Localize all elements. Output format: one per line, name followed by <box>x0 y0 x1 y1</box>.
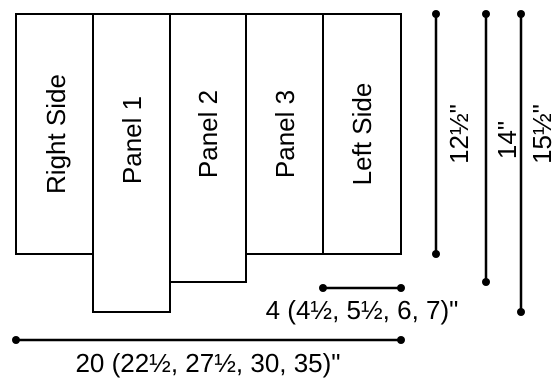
panel-2-label: Panel 2 <box>193 90 223 178</box>
dimension-height-tall: 15½" <box>517 10 554 316</box>
panel-3-label: Panel 3 <box>270 90 300 178</box>
dimension-height-mid-label: 14" <box>492 121 522 159</box>
dimension-total-width-label: 20 (22½, 27½, 30, 35)" <box>75 348 340 378</box>
panel-1-label: Panel 1 <box>117 96 147 184</box>
dimension-height-mid: 14" <box>482 10 522 286</box>
panel-3: Panel 3 <box>245 13 324 255</box>
dimension-total-width: 20 (22½, 27½, 30, 35)" <box>12 336 405 378</box>
panel-1: Panel 1 <box>92 13 171 313</box>
dimension-panel-width: 4 (4½, 5½, 6, 7)" <box>266 284 459 325</box>
dimension-height-short-label: 12½" <box>444 104 474 164</box>
dimension-panel-width-label: 4 (4½, 5½, 6, 7)" <box>266 295 459 325</box>
panel-right-side: Right Side <box>15 13 94 255</box>
panel-left-side: Left Side <box>322 13 402 255</box>
dimension-height-short: 12½" <box>432 10 474 258</box>
panel-2: Panel 2 <box>169 13 247 283</box>
panel-left-side-label: Left Side <box>347 83 377 186</box>
panel-right-side-label: Right Side <box>41 74 71 194</box>
dimension-height-tall-label: 15½" <box>527 104 554 164</box>
